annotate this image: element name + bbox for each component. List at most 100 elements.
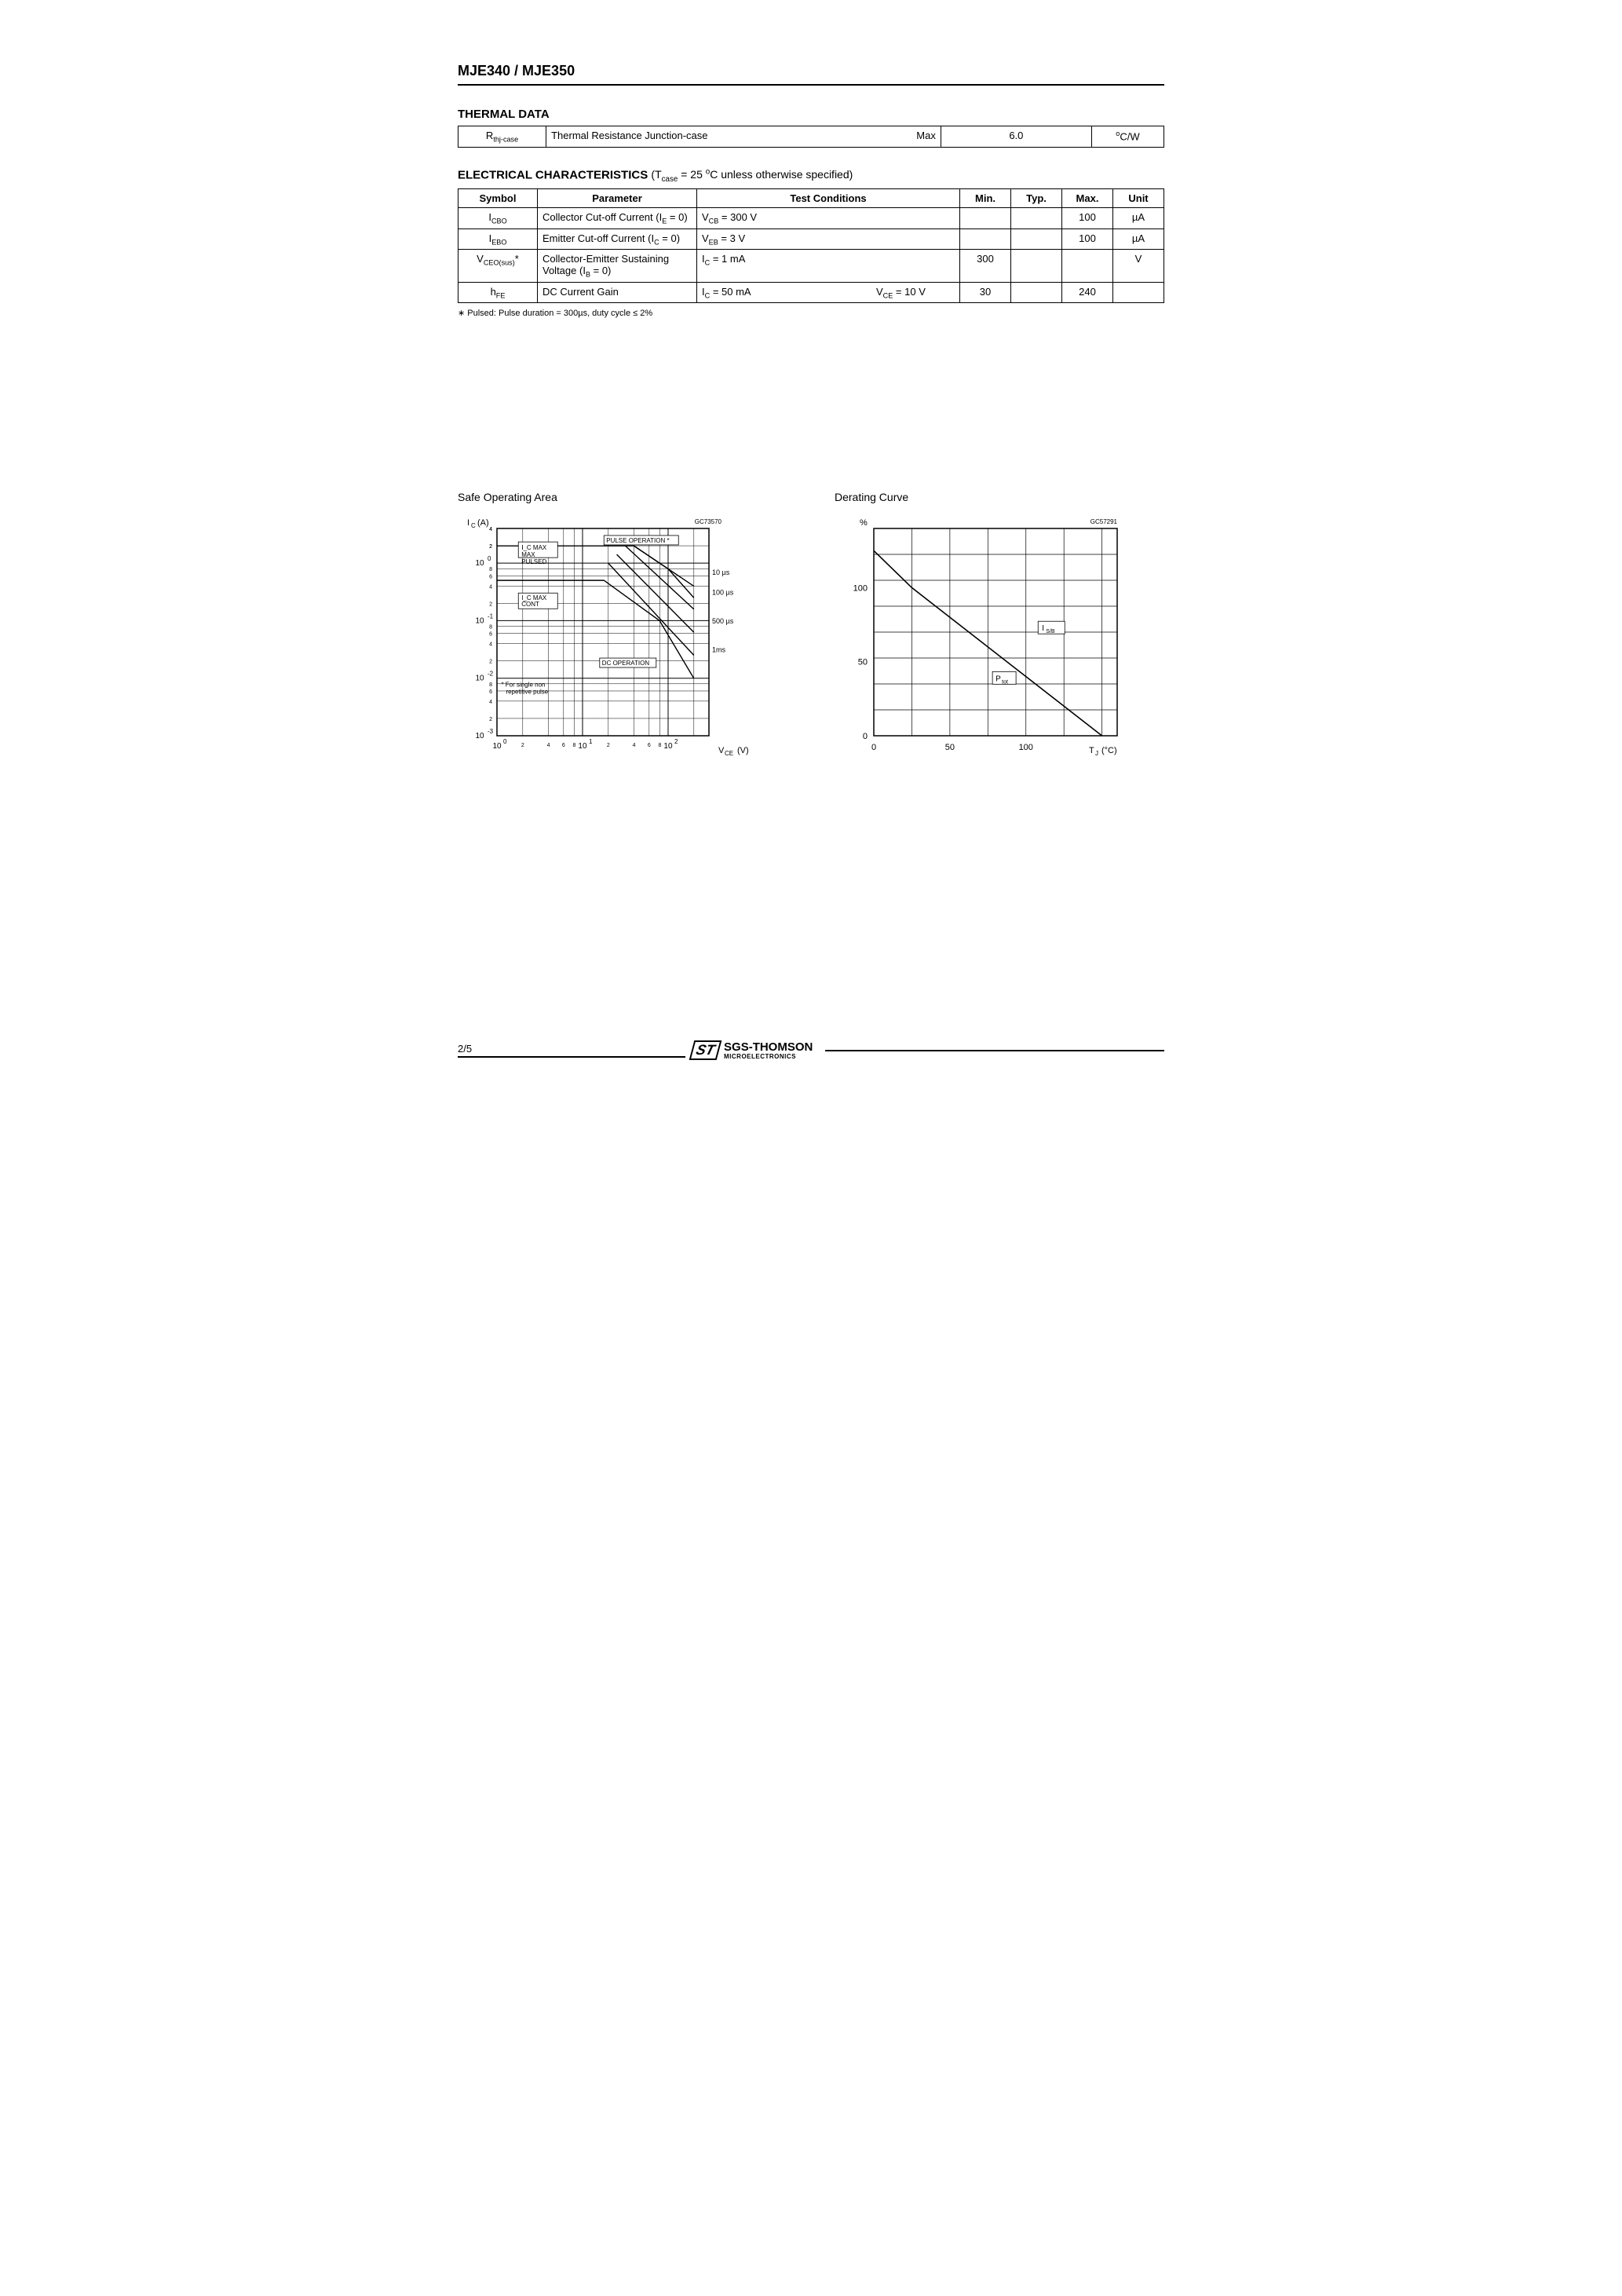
cell-min: 30: [960, 282, 1011, 303]
svg-text:-3: -3: [488, 728, 494, 735]
thermal-param: Thermal Resistance Junction-case Max: [546, 126, 941, 148]
cell-param: Collector Cut-off Current (IE = 0): [538, 208, 697, 229]
svg-text:(°C): (°C): [1101, 746, 1117, 755]
svg-text:2: 2: [489, 717, 492, 722]
table-header-row: Symbol Parameter Test Conditions Min. Ty…: [458, 189, 1164, 208]
thermal-value: 6.0: [941, 126, 1091, 148]
cell-symbol: IEBO: [458, 229, 538, 250]
cell-cond: IC = 1 mA: [697, 250, 960, 283]
svg-text:4: 4: [489, 527, 492, 532]
cell-unit: V: [1113, 250, 1164, 283]
cell-cond: VEB = 3 V: [697, 229, 960, 250]
svg-text:6: 6: [562, 743, 565, 748]
svg-text:2: 2: [521, 743, 524, 748]
cell-typ: [1011, 282, 1062, 303]
svg-text:I: I: [1042, 625, 1044, 634]
svg-text:4: 4: [547, 743, 550, 748]
cell-min: [960, 229, 1011, 250]
cell-typ: [1011, 208, 1062, 229]
svg-text:10: 10: [475, 560, 484, 569]
svg-text:(A): (A): [477, 518, 489, 528]
svg-text:1: 1: [589, 738, 593, 745]
electrical-section-title: ELECTRICAL CHARACTERISTICS (Tcase = 25 o…: [458, 168, 1164, 184]
svg-text:DC OPERATION: DC OPERATION: [602, 660, 650, 667]
cell-symbol: hFE: [458, 282, 538, 303]
electrical-table: Symbol Parameter Test Conditions Min. Ty…: [458, 188, 1164, 303]
svg-text:1ms: 1ms: [712, 646, 726, 654]
cell-param: Emitter Cut-off Current (IC = 0): [538, 229, 697, 250]
svg-text:repetitive pulse: repetitive pulse: [506, 689, 548, 696]
thermal-symbol: Rthj-case: [458, 126, 546, 148]
svg-text:* For single non: * For single non: [501, 682, 545, 689]
col-min: Min.: [960, 189, 1011, 208]
svg-text:500 µs: 500 µs: [712, 618, 734, 626]
table-row: ICBOCollector Cut-off Current (IE = 0)VC…: [458, 208, 1164, 229]
cell-unit: µA: [1113, 208, 1164, 229]
logo: ST SGS-THOMSON MICROELECTRONICS: [692, 1040, 813, 1060]
soa-chart-title: Safe Operating Area: [458, 491, 787, 503]
svg-text:0: 0: [488, 556, 491, 563]
svg-text:8: 8: [658, 743, 661, 748]
col-test: Test Conditions: [697, 189, 960, 208]
cell-max: [1062, 250, 1113, 283]
svg-text:4: 4: [489, 642, 492, 648]
svg-text:100 µs: 100 µs: [712, 589, 734, 597]
svg-text:8: 8: [489, 625, 492, 631]
svg-text:2: 2: [489, 602, 492, 608]
svg-text:(V): (V): [737, 746, 749, 755]
svg-text:10 µs: 10 µs: [712, 569, 730, 576]
cell-param: DC Current Gain: [538, 282, 697, 303]
thermal-table: Rthj-case Thermal Resistance Junction-ca…: [458, 126, 1164, 148]
svg-text:S/B: S/B: [1046, 630, 1055, 635]
cell-cond: IC = 50 mAVCE = 10 V: [697, 282, 960, 303]
svg-text:-2: -2: [488, 671, 494, 678]
thermal-unit: oC/W: [1091, 126, 1164, 148]
cell-param: Collector-Emitter Sustaining Voltage (IB…: [538, 250, 697, 283]
col-symbol: Symbol: [458, 189, 538, 208]
svg-text:100: 100: [1019, 743, 1033, 752]
cell-max: 240: [1062, 282, 1113, 303]
electrical-condition: (Tcase = 25 oC unless otherwise specifie…: [651, 168, 853, 181]
col-max: Max.: [1062, 189, 1113, 208]
page-number: 2/5: [458, 1043, 685, 1058]
cell-min: 300: [960, 250, 1011, 283]
svg-text:6: 6: [489, 689, 492, 695]
svg-text:50: 50: [858, 658, 868, 667]
svg-text:-1: -1: [488, 613, 494, 620]
svg-text:6: 6: [489, 632, 492, 638]
svg-text:4: 4: [489, 585, 492, 590]
thermal-section-title: THERMAL DATA: [458, 108, 1164, 121]
cell-unit: [1113, 282, 1164, 303]
svg-text:0: 0: [871, 743, 876, 752]
svg-text:tot: tot: [1002, 680, 1008, 686]
svg-text:PULSE OPERATION *: PULSE OPERATION *: [606, 537, 669, 544]
svg-text:10: 10: [578, 742, 587, 751]
cell-typ: [1011, 229, 1062, 250]
svg-text:2: 2: [607, 743, 610, 748]
svg-text:0: 0: [863, 732, 868, 741]
cell-max: 100: [1062, 208, 1113, 229]
svg-text:4: 4: [489, 700, 492, 705]
svg-text:GC57291: GC57291: [1090, 518, 1118, 525]
svg-text:C: C: [471, 522, 476, 529]
svg-text:6: 6: [489, 575, 492, 580]
svg-text:50: 50: [945, 743, 955, 752]
derating-chart-title: Derating Curve: [835, 491, 1164, 503]
svg-text:MAX: MAX: [521, 552, 535, 559]
svg-text:CE: CE: [725, 750, 733, 757]
svg-text:PULSED: PULSED: [521, 559, 546, 566]
cell-typ: [1011, 250, 1062, 283]
page-title: MJE340 / MJE350: [458, 63, 1164, 86]
svg-text:J: J: [1095, 750, 1098, 757]
cell-min: [960, 208, 1011, 229]
soa-chart: 1001011022468246810-3246810-2246810-1246…: [458, 514, 756, 758]
svg-text:10: 10: [492, 742, 502, 751]
svg-text:10: 10: [475, 732, 484, 740]
svg-text:8: 8: [489, 568, 492, 573]
svg-text:T: T: [1089, 746, 1094, 755]
logo-text-sub: MICROELECTRONICS: [724, 1053, 813, 1060]
cell-unit: µA: [1113, 229, 1164, 250]
electrical-footnote: ∗ Pulsed: Pulse duration = 300µs, duty c…: [458, 308, 1164, 318]
logo-mark-icon: ST: [689, 1040, 722, 1060]
cell-symbol: ICBO: [458, 208, 538, 229]
